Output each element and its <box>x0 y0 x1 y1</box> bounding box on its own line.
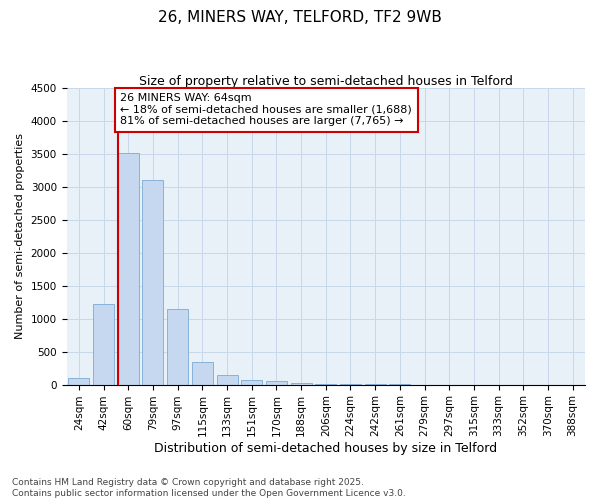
Bar <box>266 382 287 384</box>
Text: 26 MINERS WAY: 64sqm
← 18% of semi-detached houses are smaller (1,688)
81% of se: 26 MINERS WAY: 64sqm ← 18% of semi-detac… <box>120 94 412 126</box>
Bar <box>167 309 188 384</box>
X-axis label: Distribution of semi-detached houses by size in Telford: Distribution of semi-detached houses by … <box>154 442 497 455</box>
Text: Contains HM Land Registry data © Crown copyright and database right 2025.
Contai: Contains HM Land Registry data © Crown c… <box>12 478 406 498</box>
Bar <box>290 382 311 384</box>
Bar <box>217 374 238 384</box>
Bar <box>93 304 114 384</box>
Text: 26, MINERS WAY, TELFORD, TF2 9WB: 26, MINERS WAY, TELFORD, TF2 9WB <box>158 10 442 25</box>
Y-axis label: Number of semi-detached properties: Number of semi-detached properties <box>15 134 25 340</box>
Bar <box>192 362 213 384</box>
Bar <box>241 380 262 384</box>
Title: Size of property relative to semi-detached houses in Telford: Size of property relative to semi-detach… <box>139 75 513 88</box>
Bar <box>118 152 139 384</box>
Bar <box>142 180 163 384</box>
Bar <box>68 378 89 384</box>
